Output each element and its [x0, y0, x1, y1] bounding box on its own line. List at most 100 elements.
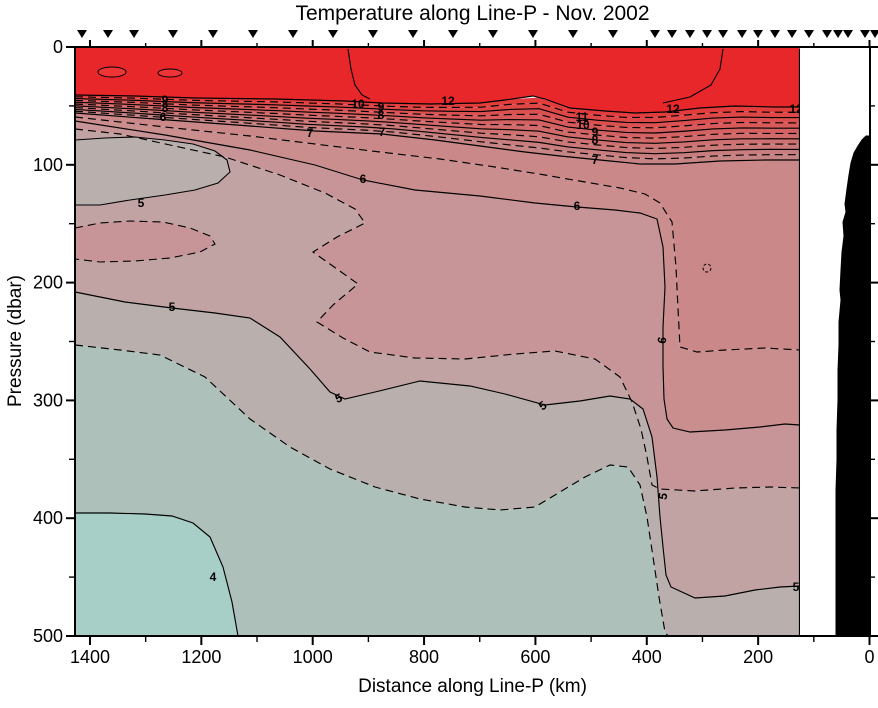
contour-line	[75, 98, 800, 124]
cold-core-blob	[75, 136, 231, 206]
x-tick-label: 1400	[70, 647, 110, 667]
plot-title: Temperature along Line-P - Nov. 2002	[295, 2, 650, 25]
contour-label: 9	[592, 125, 599, 139]
contour-lines	[75, 94, 800, 636]
temp-band	[75, 95, 800, 118]
station-triangle-icon	[77, 30, 87, 38]
contour-label: 4	[210, 570, 217, 584]
temp-band	[75, 107, 800, 154]
surface-warm-spot	[97, 66, 127, 78]
station-triangle-icon	[288, 30, 298, 38]
temp-band	[75, 111, 800, 164]
closed-contour-spot	[702, 263, 712, 273]
station-triangle-icon	[328, 30, 338, 38]
x-tick-label: 400	[632, 647, 662, 667]
temp-band	[75, 129, 800, 598]
y-tick-label: 100	[33, 155, 63, 175]
contour-line	[75, 107, 800, 150]
temp-band	[75, 109, 800, 159]
contour-label: 9	[378, 100, 385, 114]
contour-label: 9	[162, 93, 169, 107]
contour-label: 6	[574, 199, 581, 213]
surface-contour	[347, 48, 371, 100]
contour-line	[75, 344, 800, 636]
station-triangle-icon	[804, 30, 814, 38]
station-triangle-icon	[685, 30, 695, 38]
contour-label: 10	[351, 97, 365, 111]
station-triangle-icon	[103, 30, 113, 38]
station-triangle-icon	[787, 30, 797, 38]
contour-line	[75, 291, 800, 599]
contour-label: 6	[160, 110, 167, 124]
temp-band	[75, 345, 800, 636]
temp-band	[75, 105, 800, 149]
contour-label: 7	[379, 125, 386, 139]
contour-label: 11	[576, 110, 589, 124]
station-triangle-icon	[702, 30, 712, 38]
contour-label: 5	[169, 300, 176, 314]
y-tick-label: 200	[33, 273, 63, 293]
surface-warm-spot	[157, 68, 183, 78]
x-tick-label: 800	[409, 647, 439, 667]
station-triangle-icon	[488, 30, 498, 38]
station-triangle-icon	[870, 30, 878, 38]
x-tick-label: 200	[743, 647, 773, 667]
contour-label: 8	[162, 101, 169, 115]
contour-line	[75, 96, 800, 119]
contour-line	[75, 112, 800, 165]
temp-band	[75, 117, 800, 432]
contour-label: 6	[360, 172, 367, 186]
contour-line	[75, 116, 800, 353]
station-triangle-icon	[168, 30, 178, 38]
contour-label: 5	[138, 196, 145, 210]
y-tick-label: 400	[33, 508, 63, 528]
temp-band	[75, 98, 800, 128]
temp-band	[75, 100, 800, 133]
contour-line	[75, 512, 800, 636]
temp-band	[75, 121, 800, 491]
temp-band	[75, 292, 800, 636]
x-tick-label: 600	[520, 647, 550, 667]
contour-line	[75, 120, 800, 433]
contour-line	[75, 103, 800, 139]
contour-line	[75, 105, 800, 144]
station-triangle-icon	[448, 30, 458, 38]
station-triangle-icon	[568, 30, 578, 38]
x-tick-label: 0	[864, 647, 874, 667]
temp-band	[75, 47, 800, 113]
contour-label: 7	[592, 153, 599, 167]
station-triangle-icon	[667, 30, 677, 38]
station-triangle-icon	[650, 30, 660, 38]
axis-ticks: 1400 1200 1000 800 600 400 200 0 0 100 200 300 400 50…	[33, 37, 878, 667]
temp-band	[75, 96, 800, 123]
surface-contour	[662, 48, 724, 104]
station-triangle-icon	[408, 30, 418, 38]
contour-line	[75, 128, 800, 492]
x-tick-label: 1000	[293, 647, 333, 667]
warm-core-blob	[75, 220, 216, 263]
y-tick-label: 300	[33, 390, 63, 410]
temp-band	[75, 113, 800, 352]
contour-label: 5	[793, 580, 800, 594]
contour-label: 12	[441, 94, 455, 108]
filled-bands	[75, 47, 800, 636]
station-triangle-icon	[718, 30, 728, 38]
station-triangle-icon	[248, 30, 258, 38]
y-tick-label: 0	[53, 37, 63, 57]
contour-line	[75, 99, 800, 129]
contour-line	[75, 101, 800, 134]
contour-line	[75, 108, 800, 155]
station-triangle-icon	[608, 30, 618, 38]
contour-label: 8	[378, 108, 385, 122]
station-markers	[77, 30, 878, 38]
temp-band	[75, 104, 800, 144]
contour-label: 8	[592, 133, 599, 147]
station-triangle-icon	[822, 30, 832, 38]
temp-band	[75, 102, 800, 139]
station-triangle-icon	[368, 30, 378, 38]
station-triangle-icon	[737, 30, 747, 38]
bathymetry-wedge	[835, 135, 870, 637]
